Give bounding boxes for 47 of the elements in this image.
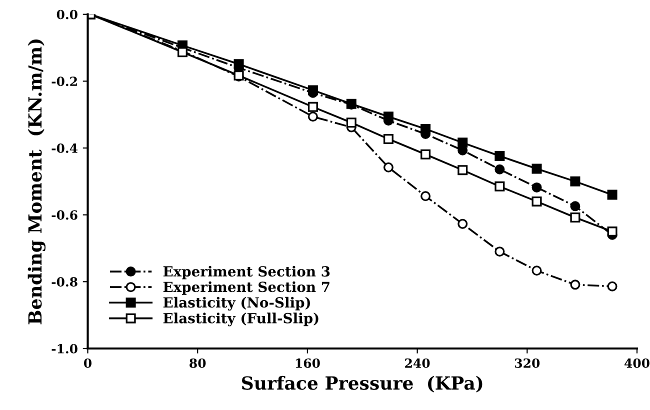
point (346, 118, 356, 128)
point (607, 226, 618, 237)
legend-label: Experiment Section 3 (163, 266, 330, 280)
y-tick-label: -0.2 (52, 76, 77, 86)
point (607, 281, 618, 292)
point (383, 112, 394, 122)
x-tick-label: 400 (624, 358, 650, 368)
y-tick-label: -1.0 (52, 344, 78, 354)
point (494, 246, 505, 257)
point (532, 266, 542, 276)
point (458, 165, 468, 176)
x-tick-label: 240 (405, 358, 430, 368)
y-tick-label: -0.6 (52, 210, 78, 220)
x-axis-title: Surface Pressure (KPa) (242, 376, 482, 392)
point (458, 218, 468, 229)
point (383, 162, 394, 172)
x-tick-label: 160 (296, 358, 320, 368)
y-tick-label: -0.4 (52, 143, 78, 153)
point (532, 164, 542, 174)
y-tick-label: 0.0 (56, 10, 78, 20)
point (532, 196, 542, 206)
y-tick-label: -0.8 (52, 277, 78, 287)
point (420, 124, 431, 134)
point (383, 134, 394, 144)
point (308, 85, 318, 96)
point (494, 164, 505, 174)
point (494, 181, 505, 192)
legend-label: Experiment Section 7 (163, 281, 330, 295)
point (458, 138, 468, 148)
legend-label: Elasticity (Full-Slip) (163, 312, 318, 326)
x-tick-label: 320 (514, 358, 540, 368)
point (570, 280, 580, 290)
point (607, 190, 618, 200)
point (308, 112, 318, 122)
point (308, 102, 318, 112)
y-axis-title: Bending Moment (KN.m/m) (28, 40, 46, 324)
point (570, 201, 580, 212)
point (570, 176, 580, 186)
x-tick-label: 80 (190, 358, 206, 368)
x-tick-label: 0 (84, 358, 92, 368)
point (420, 191, 431, 202)
point (234, 59, 244, 70)
point (532, 182, 542, 192)
point (420, 149, 431, 160)
point (494, 151, 505, 162)
legend-label: Elasticity (No-Slip) (163, 296, 310, 311)
point (570, 212, 580, 223)
